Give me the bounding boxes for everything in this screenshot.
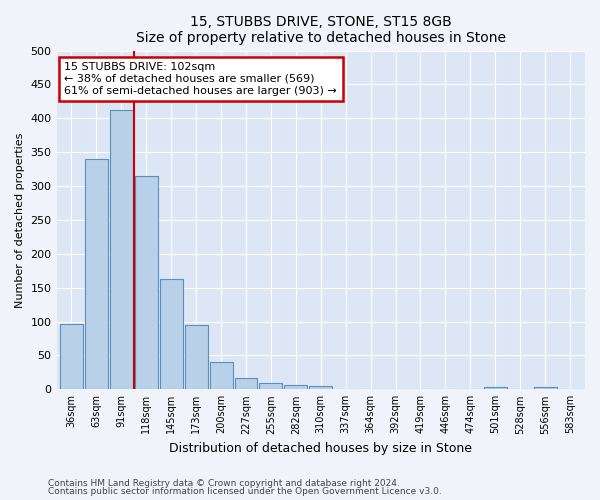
Bar (135, 176, 158, 390)
Text: 15 STUBBS DRIVE: 102sqm
← 38% of detached houses are smaller (569)
61% of semi-d: 15 STUBBS DRIVE: 102sqm ← 38% of detache… (64, 62, 337, 96)
Bar (284, 385, 307, 390)
Text: Contains HM Land Registry data © Crown copyright and database right 2024.: Contains HM Land Registry data © Crown c… (48, 478, 400, 488)
Bar (533, 386, 557, 390)
Bar (160, 279, 182, 390)
Title: 15, STUBBS DRIVE, STONE, ST15 8GB
Size of property relative to detached houses i: 15, STUBBS DRIVE, STONE, ST15 8GB Size o… (136, 15, 506, 45)
X-axis label: Distribution of detached houses by size in Stone: Distribution of detached houses by size … (169, 442, 472, 455)
Bar (235, 378, 257, 390)
Bar (60, 324, 83, 390)
Text: Contains public sector information licensed under the Open Government Licence v3: Contains public sector information licen… (48, 487, 442, 496)
Bar (259, 383, 283, 390)
Bar (310, 386, 332, 390)
Bar (209, 362, 233, 390)
Bar (484, 386, 507, 390)
Bar (85, 159, 108, 390)
Bar (110, 110, 133, 390)
Bar (185, 325, 208, 390)
Y-axis label: Number of detached properties: Number of detached properties (15, 132, 25, 308)
